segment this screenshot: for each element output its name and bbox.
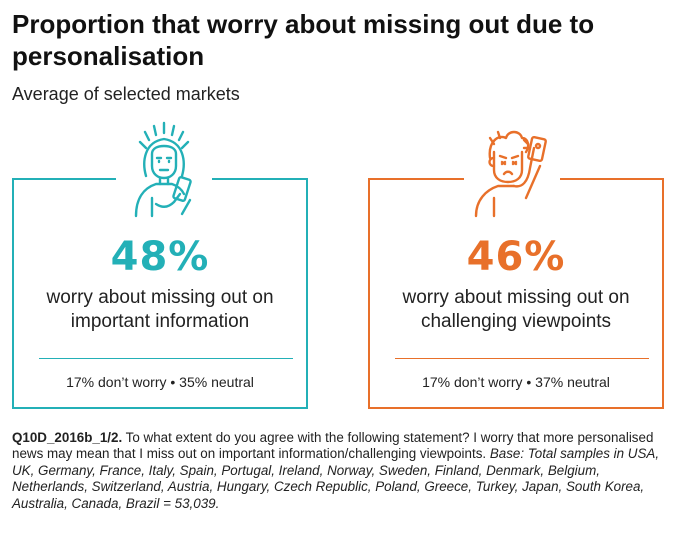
woman-phone-icon: [116, 118, 212, 218]
methodology-note: Q10D_2016b_1/2. To what extent do you ag…: [12, 430, 662, 512]
card-description: worry about missing out on challenging v…: [402, 287, 630, 332]
question-code: Q10D_2016b_1/2.: [12, 430, 123, 445]
divider: [395, 358, 649, 359]
question-text: To what extent do you agree with the fol…: [12, 430, 654, 462]
chart-title: Proportion that worry about missing out …: [12, 9, 595, 71]
card-stats: 17% don’t worry • 37% neutral: [422, 374, 610, 390]
card-stats: 17% don’t worry • 35% neutral: [66, 374, 254, 390]
divider: [39, 358, 293, 359]
percent-value: 48%: [110, 234, 210, 280]
percent-value: 46%: [466, 234, 566, 280]
man-selfie-icon: [464, 118, 560, 218]
chart-subtitle: Average of selected markets: [12, 84, 240, 104]
card-description: worry about missing out on important inf…: [46, 287, 274, 332]
base-text: Base: Total samples in USA, UK, Germany,…: [12, 446, 660, 511]
